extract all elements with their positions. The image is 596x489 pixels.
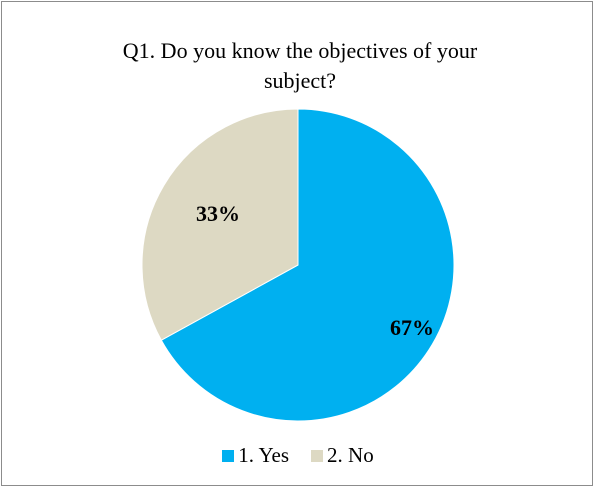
pie-slices bbox=[141, 108, 455, 422]
pie-data-label-2: 33% bbox=[196, 201, 240, 226]
legend-item-1: 1. Yes bbox=[222, 443, 289, 468]
pie-slice-2 bbox=[141, 108, 299, 341]
legend-label-2: 2. No bbox=[327, 443, 374, 467]
pie-data-labels: 67% 33% bbox=[196, 201, 434, 340]
chart-title: Q1. Do you know the objectives of your s… bbox=[122, 38, 478, 93]
chart-legend: 1. Yes 2. No bbox=[0, 443, 596, 468]
pie-data-label-1: 67% bbox=[390, 315, 434, 340]
legend-item-2: 2. No bbox=[311, 443, 374, 468]
legend-swatch-1 bbox=[222, 449, 235, 462]
pie-slice-1 bbox=[160, 108, 455, 422]
legend-label-1: 1. Yes bbox=[238, 443, 290, 467]
legend-swatch-2 bbox=[311, 449, 324, 462]
